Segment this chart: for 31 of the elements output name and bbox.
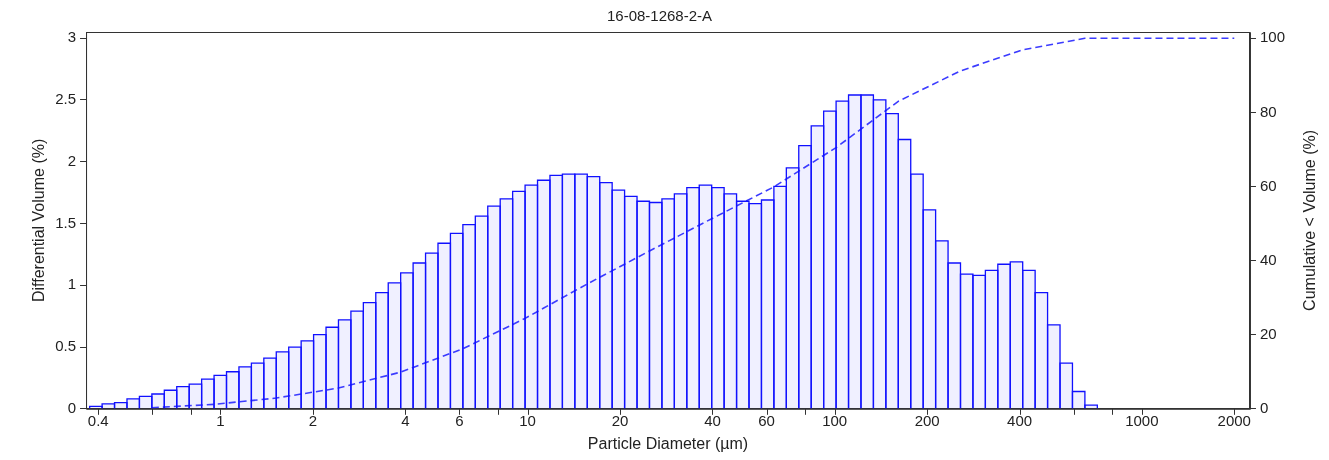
y-tick-label: 3 [67,28,77,46]
x-tick-label: 0.4 [87,411,109,429]
x-tick-label: 4 [401,411,410,429]
y2-tick-label: 80 [1259,102,1277,120]
y-tick-label: 1.5 [55,213,77,231]
y2-tick-label: 100 [1259,28,1285,46]
y-tick-label: 2 [67,151,77,169]
y2-tick-label: 0 [1259,398,1269,416]
x-tick-label: 200 [914,411,940,429]
x-tick-label: 100 [822,411,848,429]
x-tick-label: 6 [455,411,464,429]
y2-tick-label: 20 [1259,324,1277,342]
chart-title: 16-08-1268-2-A [606,7,713,25]
y-tick-label: 0 [67,398,77,416]
x-tick-label: 60 [758,411,775,429]
x-axis-title: Particle Diameter (µm) [587,434,749,452]
y2-tick-label: 40 [1259,250,1277,268]
x-tick-label: 10 [519,411,536,429]
y-axis-title: Differential Volume (%) [30,138,48,303]
x-tick-label: 400 [1007,411,1033,429]
x-tick-label: 1 [216,411,225,429]
y2-axis-title: Cumulative < Volume (%) [1301,129,1319,311]
y-tick-label: 0.5 [55,337,77,355]
x-tick-label: 2 [308,411,318,429]
x-tick-label: 40 [704,411,721,429]
x-tick-label: 1000 [1125,411,1159,429]
y-tick-label: 2.5 [55,90,77,108]
y2-tick-label: 60 [1259,176,1277,194]
x-tick-label: 2000 [1217,411,1251,429]
x-tick-label: 20 [611,411,629,429]
y-tick-label: 1 [67,275,77,293]
